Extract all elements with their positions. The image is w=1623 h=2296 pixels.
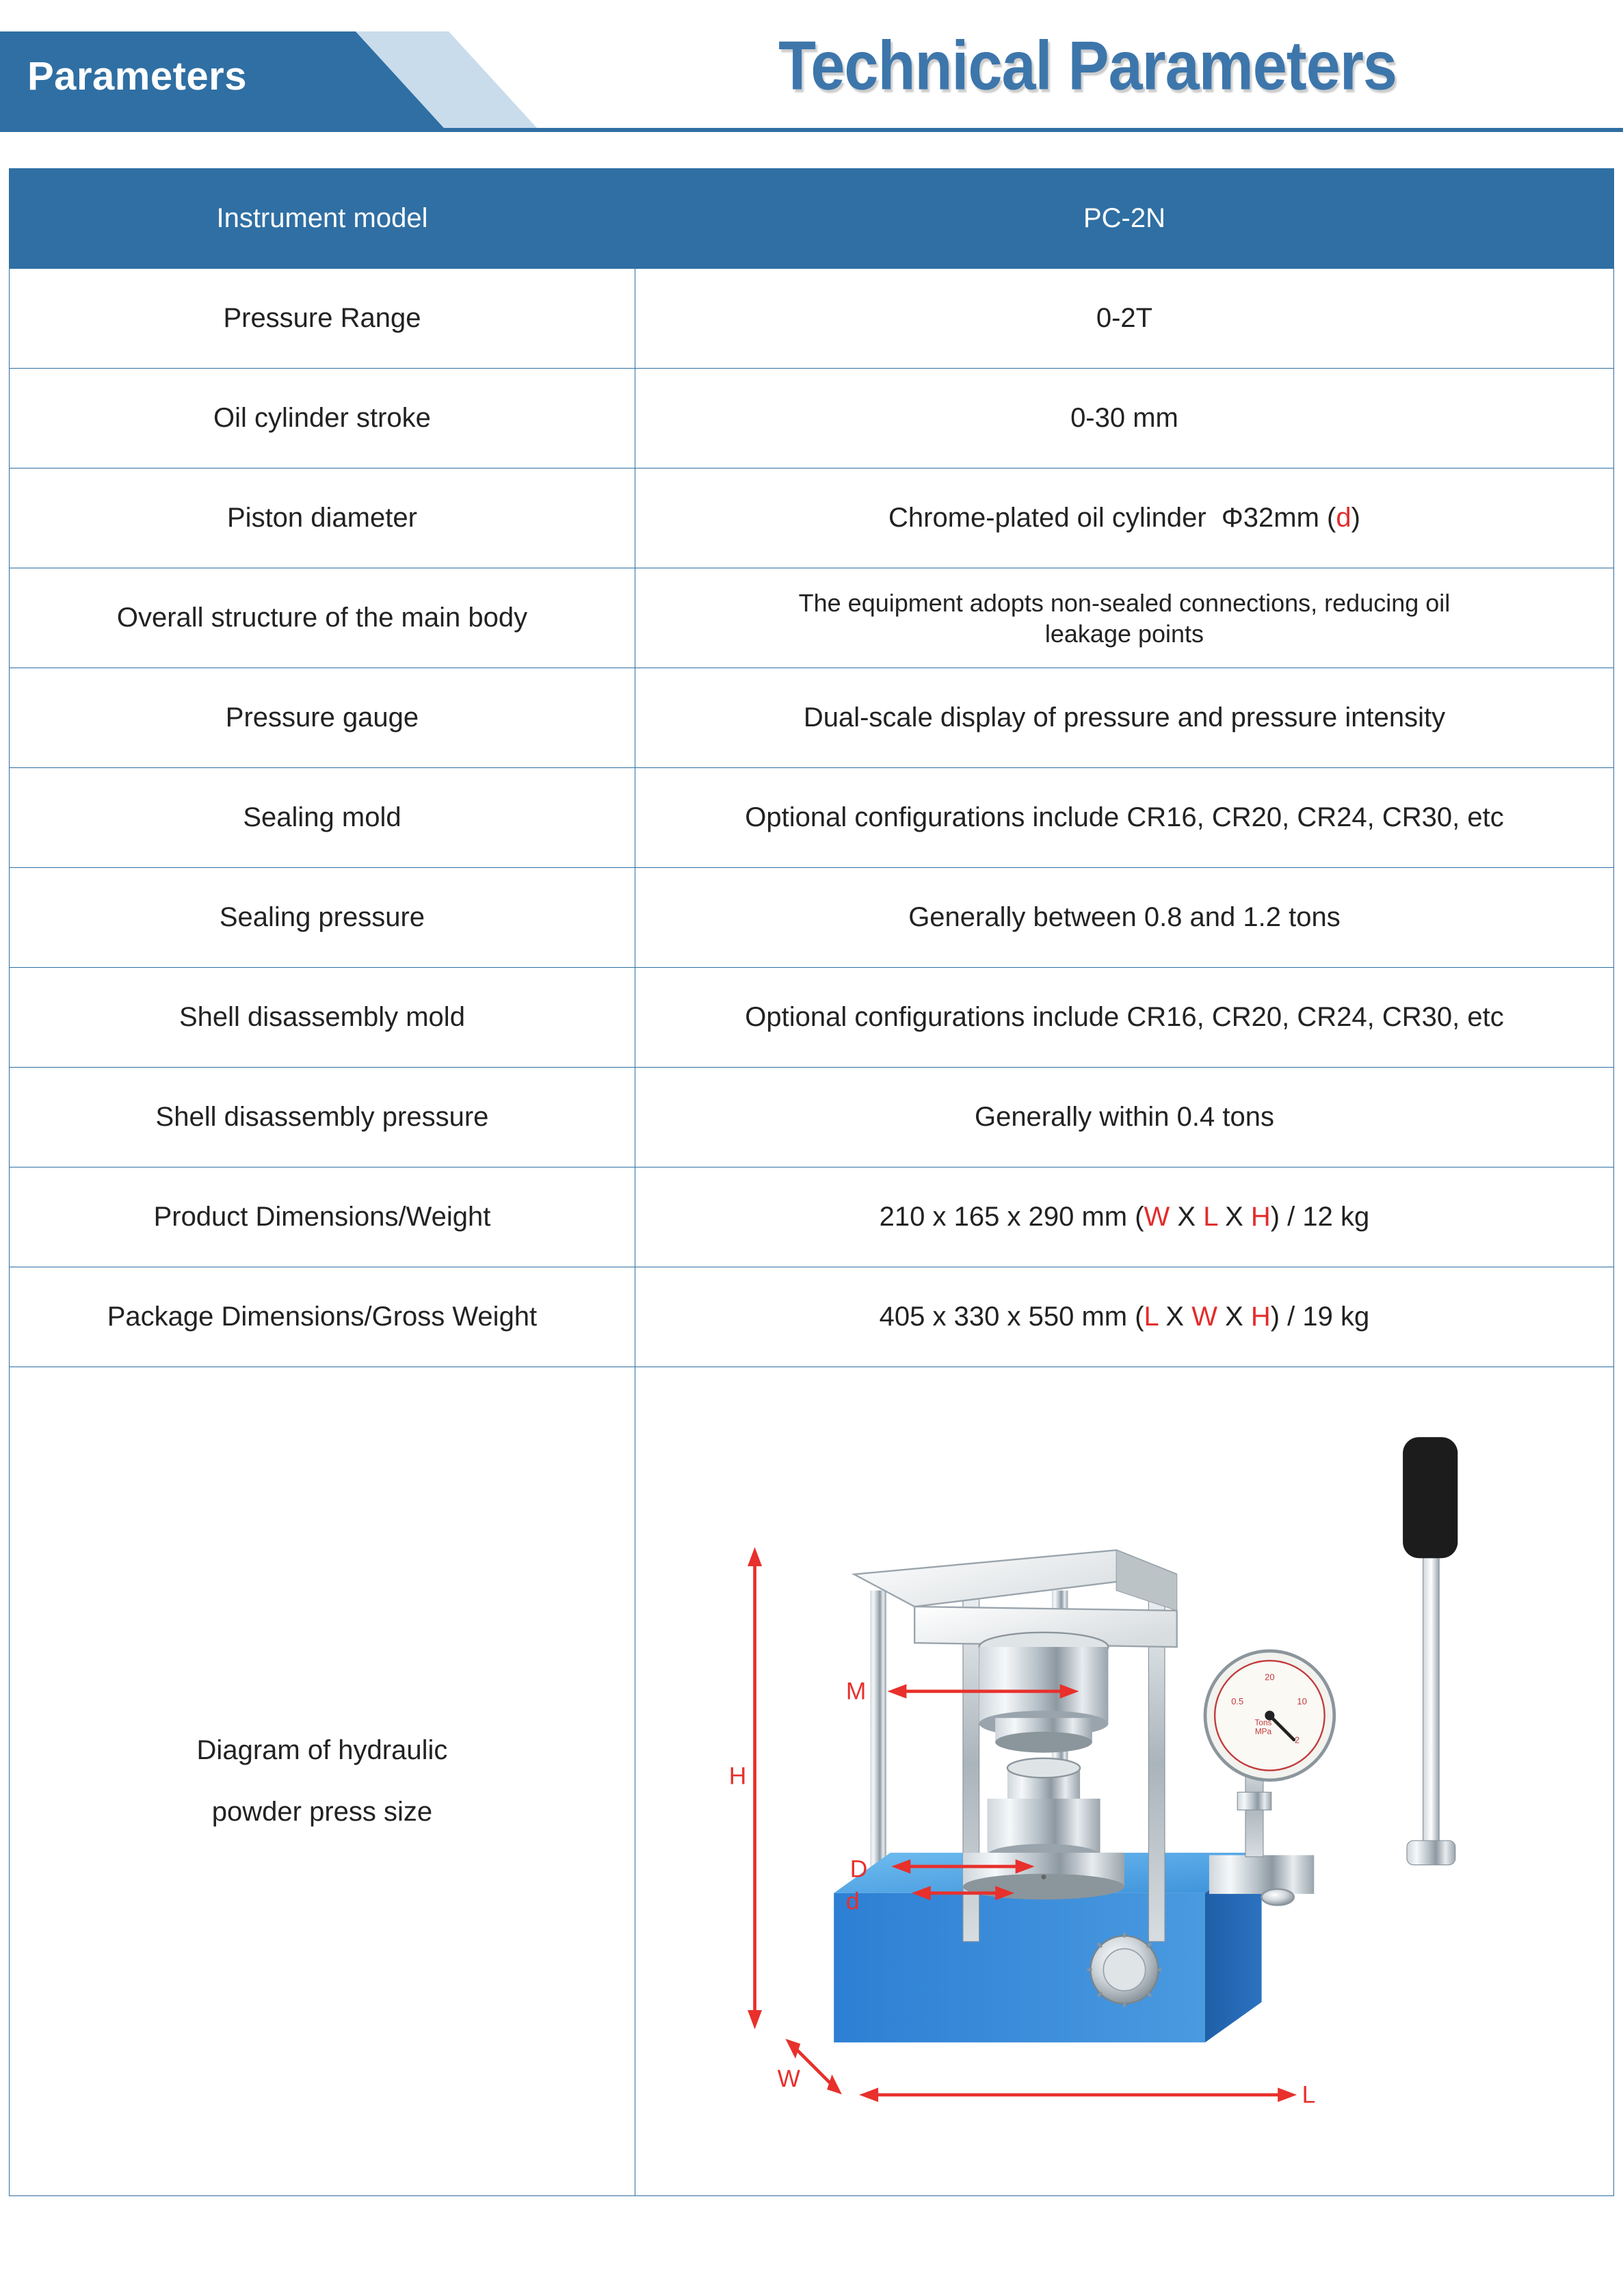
svg-text:D: D	[850, 1856, 868, 1882]
svg-text:W: W	[778, 2066, 801, 2092]
svg-text:M: M	[846, 1678, 866, 1704]
svg-text:H: H	[729, 1763, 747, 1789]
svg-text:0.5: 0.5	[1231, 1695, 1243, 1706]
svg-text:10: 10	[1297, 1695, 1306, 1706]
svg-text:L: L	[1302, 2081, 1316, 2108]
svg-text:d: d	[846, 1888, 860, 1914]
svg-text:20: 20	[1265, 1672, 1274, 1682]
svg-text:MPa: MPa	[1255, 1727, 1272, 1736]
